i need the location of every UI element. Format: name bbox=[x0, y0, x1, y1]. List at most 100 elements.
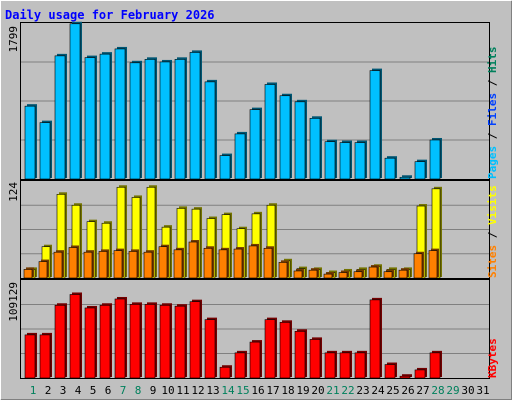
sites-bar-8 bbox=[128, 249, 139, 279]
x-label-day-14: 14 bbox=[221, 384, 235, 397]
sites-bar-19 bbox=[293, 268, 304, 279]
pages-bar-17 bbox=[264, 82, 277, 180]
kbytes-bar-21 bbox=[324, 350, 337, 379]
pages-bar-21 bbox=[324, 139, 337, 180]
x-label-day-25: 25 bbox=[386, 384, 399, 397]
sites-bar-15 bbox=[233, 247, 244, 279]
sites-bar-7 bbox=[113, 248, 124, 279]
kbytes-bar-7 bbox=[114, 296, 127, 379]
x-label-day-27: 27 bbox=[416, 384, 429, 397]
pages-bar-10 bbox=[159, 59, 172, 180]
kbytes-bar-15 bbox=[234, 350, 247, 379]
pages-bar-4 bbox=[69, 21, 82, 180]
sites-bar-26 bbox=[398, 268, 409, 279]
x-label-day-19: 19 bbox=[296, 384, 309, 397]
kbytes-bar-20 bbox=[309, 337, 322, 379]
sites-bar-12 bbox=[188, 240, 199, 279]
x-label-day-26: 26 bbox=[401, 384, 414, 397]
sites-bar-17 bbox=[263, 246, 274, 279]
pages-bar-5 bbox=[84, 55, 97, 180]
sites-bar-18 bbox=[278, 260, 289, 279]
middle-panel-bars bbox=[23, 185, 442, 279]
sites-bar-5 bbox=[83, 250, 94, 279]
pages-bar-14 bbox=[219, 153, 232, 180]
kbytes-bar-24 bbox=[369, 297, 382, 379]
x-label-day-3: 3 bbox=[60, 384, 67, 397]
sites-bar-28 bbox=[428, 248, 439, 279]
pages-bar-2 bbox=[39, 120, 52, 180]
legend-kbytes: KBytes bbox=[486, 338, 499, 378]
sites-bar-1 bbox=[23, 267, 34, 279]
x-label-day-13: 13 bbox=[206, 384, 219, 397]
x-label-day-7: 7 bbox=[120, 384, 127, 397]
middle-panel-legend: Sites / Visits bbox=[486, 185, 499, 278]
pages-bar-6 bbox=[99, 52, 112, 180]
pages-bar-11 bbox=[174, 57, 187, 180]
x-label-day-1: 1 bbox=[30, 384, 37, 397]
kbytes-bar-23 bbox=[354, 350, 367, 379]
sites-bar-27 bbox=[413, 251, 424, 279]
pages-bar-18 bbox=[279, 93, 292, 180]
pages-bar-15 bbox=[234, 131, 247, 180]
x-label-day-12: 12 bbox=[191, 384, 204, 397]
pages-bar-24 bbox=[369, 68, 382, 180]
sites-bar-10 bbox=[158, 244, 169, 279]
kbytes-bar-2 bbox=[39, 332, 52, 379]
sites-bar-2 bbox=[38, 259, 49, 279]
middle-panel-ymax-label: 124 bbox=[7, 182, 20, 202]
bottom-panel-ymax-label: 109129 bbox=[7, 282, 20, 322]
kbytes-bar-28 bbox=[429, 350, 442, 379]
x-label-day-24: 24 bbox=[371, 384, 385, 397]
kbytes-bar-16 bbox=[249, 340, 262, 379]
legend: Sites / Visits bbox=[486, 185, 499, 278]
legend-files: Files bbox=[486, 93, 499, 126]
sites-bar-6 bbox=[98, 249, 109, 279]
pages-bar-8 bbox=[129, 60, 142, 180]
pages-bar-28 bbox=[429, 137, 442, 180]
x-label-day-31: 31 bbox=[476, 384, 489, 397]
sites-bar-16 bbox=[248, 243, 259, 279]
sites-bar-25 bbox=[383, 269, 394, 279]
pages-bar-19 bbox=[294, 99, 307, 180]
x-label-day-11: 11 bbox=[176, 384, 189, 397]
x-label-day-29: 29 bbox=[446, 384, 459, 397]
x-label-day-8: 8 bbox=[135, 384, 142, 397]
kbytes-bar-12 bbox=[189, 299, 202, 379]
sites-bar-14 bbox=[218, 247, 229, 279]
pages-bar-22 bbox=[339, 140, 352, 180]
pages-bar-23 bbox=[354, 140, 367, 180]
kbytes-bar-6 bbox=[99, 303, 112, 379]
kbytes-bar-13 bbox=[204, 317, 217, 379]
sites-bar-23 bbox=[353, 269, 364, 279]
kbytes-bar-17 bbox=[264, 317, 277, 379]
kbytes-bar-10 bbox=[159, 303, 172, 379]
kbytes-bar-26 bbox=[399, 374, 412, 379]
sites-bar-21 bbox=[323, 272, 334, 279]
x-label-day-5: 5 bbox=[90, 384, 97, 397]
chart-title: Daily usage for February 2026 bbox=[5, 8, 215, 22]
kbytes-bar-1 bbox=[24, 332, 37, 379]
x-label-day-9: 9 bbox=[150, 384, 157, 397]
pages-bar-1 bbox=[24, 104, 37, 180]
legend: KBytes bbox=[486, 338, 499, 378]
sites-bar-3 bbox=[53, 250, 64, 279]
kbytes-bar-5 bbox=[84, 305, 97, 379]
bottom-panel: 109129 KBytes bbox=[7, 279, 499, 379]
kbytes-bar-11 bbox=[174, 304, 187, 379]
pages-bar-9 bbox=[144, 57, 157, 180]
pages-bar-25 bbox=[384, 156, 397, 180]
legend-hits: Hits bbox=[486, 47, 499, 74]
x-label-day-30: 30 bbox=[461, 384, 474, 397]
kbytes-bar-18 bbox=[279, 320, 292, 379]
top-panel: 1799 Pages / Files / Hits bbox=[7, 21, 499, 180]
pages-bar-13 bbox=[204, 79, 217, 180]
pages-bar-3 bbox=[54, 53, 67, 180]
x-label-day-6: 6 bbox=[105, 384, 112, 397]
sites-bar-24 bbox=[368, 265, 379, 279]
pages-bar-7 bbox=[114, 46, 127, 180]
bottom-panel-legend: KBytes bbox=[486, 338, 499, 378]
x-label-day-21: 21 bbox=[326, 384, 339, 397]
kbytes-bar-3 bbox=[54, 303, 67, 379]
x-label-day-16: 16 bbox=[251, 384, 264, 397]
